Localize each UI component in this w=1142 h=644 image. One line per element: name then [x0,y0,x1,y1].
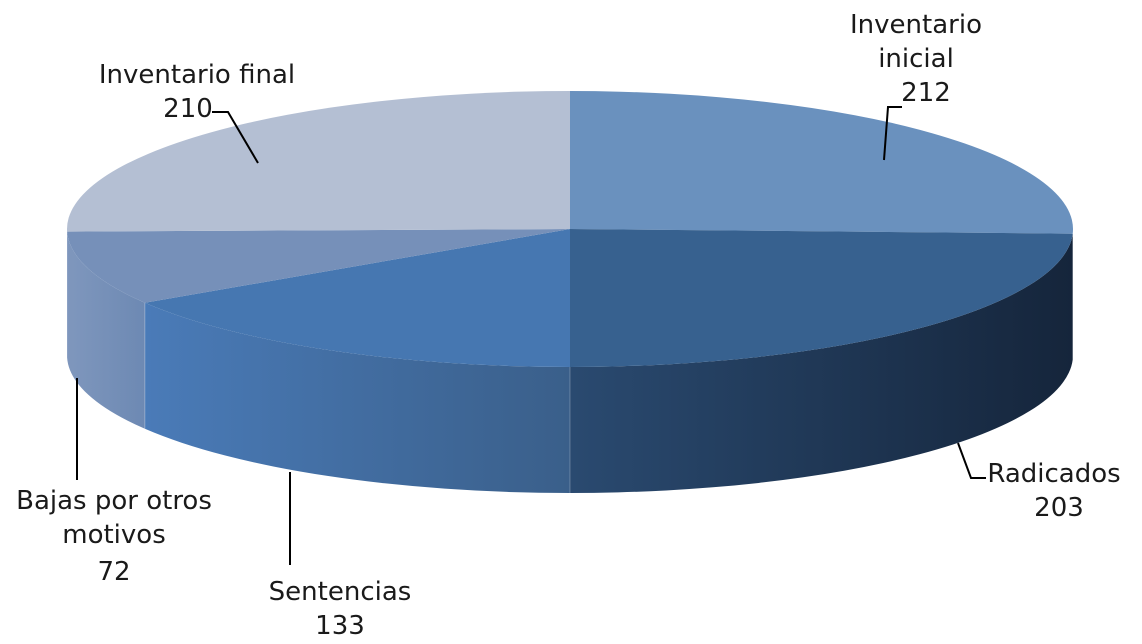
pie-rim [67,231,1073,494]
label-bajas-name-1: Bajas por otros [16,486,212,516]
pie-top [67,91,1073,367]
leader-lines [76,106,986,565]
label-radicados-value: 203 [1034,493,1084,523]
slice-bajas-por-otros-motivos [67,229,570,303]
slice-inventario-inicial [570,91,1073,234]
label-inventario-inicial-name-2: inicial [878,44,954,74]
label-sentencias-name: Sentencias [269,577,412,607]
label-bajas-value: 72 [97,557,130,587]
leader-line-radicados [957,442,986,479]
label-bajas-name-2: motivos [62,520,166,550]
label-sentencias-value: 133 [315,611,365,641]
label-inventario-final-value: 210 [163,94,213,124]
slice-sentencias-rim [144,302,570,494]
slice-radicados [570,229,1073,367]
slice-inventario-final [67,91,570,232]
label-inventario-inicial-value: 212 [901,78,951,108]
data-labels: Inventario inicial 212 Radicados 203 Sen… [16,10,1121,641]
leader-line-inventario-final [212,111,259,164]
label-inventario-inicial-name-1: Inventario [850,10,982,40]
slice-radicados-rim [570,233,1073,493]
label-inventario-final-name: Inventario final [99,60,295,90]
label-radicados-name: Radicados [987,459,1120,489]
slice-bajas-rim [67,231,145,429]
slice-sentencias [144,229,570,367]
leader-line-inventario-inicial [883,106,902,161]
